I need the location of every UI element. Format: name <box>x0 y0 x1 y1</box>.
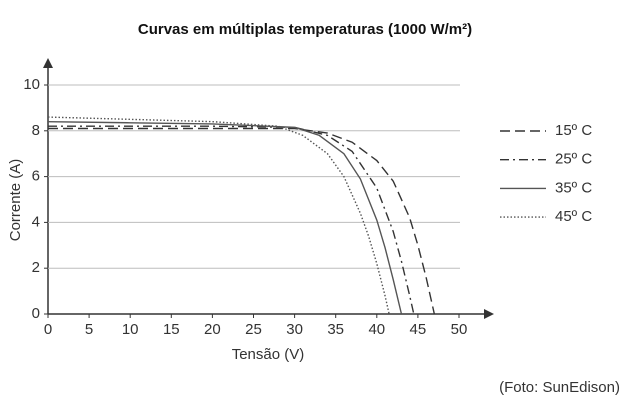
x-tick-label: 35 <box>327 321 344 338</box>
series-line <box>47 116 390 315</box>
y-tick-label: 6 <box>32 168 40 185</box>
legend-label: 15º C <box>555 122 592 139</box>
legend-label: 35º C <box>555 179 592 196</box>
y-tick-label: 4 <box>32 213 40 230</box>
chart-title: Curvas em múltiplas temperaturas (1000 W… <box>138 21 472 38</box>
x-tick-label: 20 <box>204 321 221 338</box>
x-tick-label: 30 <box>286 321 303 338</box>
y-axis-arrow <box>43 58 53 68</box>
legend-label: 45º C <box>555 208 592 225</box>
annotation: (Foto: SunEdison) <box>499 379 620 396</box>
x-axis-arrow <box>484 309 494 319</box>
x-tick-label: 45 <box>410 321 427 338</box>
x-tick-label: 50 <box>451 321 468 338</box>
y-tick-label: 0 <box>32 305 40 322</box>
y-tick-label: 10 <box>23 76 40 93</box>
x-tick-label: 0 <box>44 321 52 338</box>
x-tick-label: 25 <box>245 321 262 338</box>
y-axis-label: Corrente (A) <box>7 159 24 242</box>
y-tick-label: 8 <box>32 122 40 139</box>
x-axis-label: Tensão (V) <box>232 346 305 363</box>
x-tick-label: 40 <box>368 321 385 338</box>
series-line <box>48 127 436 315</box>
series-line <box>47 120 403 315</box>
y-tick-label: 2 <box>32 259 40 276</box>
x-tick-label: 10 <box>122 321 139 338</box>
x-tick-label: 5 <box>85 321 93 338</box>
x-tick-label: 15 <box>163 321 180 338</box>
legend-label: 25º C <box>555 151 592 168</box>
series-line <box>48 125 415 315</box>
